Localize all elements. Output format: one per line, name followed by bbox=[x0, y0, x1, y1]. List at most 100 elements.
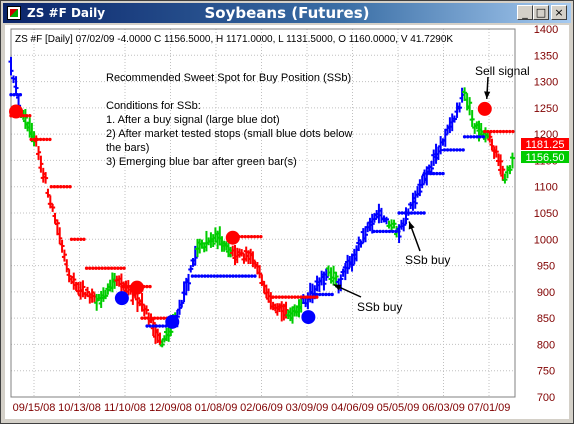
buy-stop-dot bbox=[317, 292, 322, 297]
sell-stop-dot bbox=[49, 185, 54, 189]
buy-stop-dot bbox=[253, 274, 257, 278]
sell-stop-dot bbox=[122, 266, 126, 270]
sell-stop-dot bbox=[123, 284, 127, 289]
price-bar bbox=[349, 253, 355, 272]
price-bar bbox=[38, 155, 44, 173]
buy-stop-dot bbox=[448, 148, 453, 152]
price-bar bbox=[186, 273, 192, 291]
buy-stop-dot bbox=[324, 292, 328, 297]
x-tick-label: 02/06/09 bbox=[240, 402, 283, 414]
annotation-line: 3) Emerging blue bar after green bar(s) bbox=[106, 156, 297, 168]
buy-stop-dot bbox=[394, 229, 398, 234]
buy-stop-dot bbox=[231, 274, 235, 278]
close-button[interactable]: × bbox=[551, 5, 567, 20]
sell-stop-dot bbox=[79, 237, 83, 241]
price-bar bbox=[159, 339, 165, 348]
sell-stop-dot bbox=[91, 266, 95, 270]
price-bar bbox=[500, 165, 506, 181]
annotation-line: 2) After market tested stops (small blue… bbox=[106, 128, 352, 140]
sell-stop-dot bbox=[511, 129, 515, 134]
sell-stop-dot bbox=[140, 316, 144, 320]
sell-signal-dot bbox=[9, 104, 24, 119]
sell-stop-dot bbox=[489, 129, 493, 134]
y-tick-label: 700 bbox=[537, 392, 555, 404]
sell-stop-dot bbox=[283, 295, 288, 299]
buy-stop-dot bbox=[145, 324, 149, 328]
plot-area[interactable]: 7007508008509009501000105011001150120012… bbox=[5, 25, 569, 419]
price-bar bbox=[13, 76, 19, 95]
annotation-line: the bars) bbox=[106, 142, 149, 154]
sell-stop-dot bbox=[24, 114, 29, 118]
chart-header-info: ZS #F [Daily] 07/02/09 -4.0000 C 1156.50… bbox=[15, 34, 453, 45]
buy-stop-dot bbox=[403, 211, 408, 215]
x-tick-label: 03/09/09 bbox=[286, 402, 329, 414]
buy-stop-dot bbox=[327, 292, 331, 297]
price-bar bbox=[498, 154, 504, 175]
sell-stop-dot bbox=[508, 129, 512, 134]
price-bar bbox=[59, 239, 65, 253]
plot-frame bbox=[10, 28, 516, 398]
buy-stop-dot bbox=[381, 229, 385, 234]
sell-stop-dot bbox=[290, 295, 294, 299]
price-bar bbox=[50, 203, 56, 212]
sell-stop-dot bbox=[152, 316, 157, 320]
buy-stop-dot bbox=[228, 274, 232, 278]
buy-stop-dot bbox=[461, 148, 465, 152]
sell-stop-dot bbox=[143, 316, 147, 320]
y-tick-label: 750 bbox=[537, 366, 555, 378]
price-bar bbox=[438, 136, 444, 155]
price-bar bbox=[257, 265, 263, 279]
title-bar[interactable]: ZS #F Daily Soybeans (Futures) _ □ × bbox=[3, 3, 571, 23]
sell-stop-dot bbox=[88, 266, 92, 270]
price-bar bbox=[358, 240, 364, 248]
buy-stop-dot bbox=[12, 93, 16, 97]
sell-stop-dot bbox=[305, 295, 310, 299]
price-tag-label: 1181.25 bbox=[526, 139, 565, 151]
buy-stop-dot bbox=[209, 274, 213, 278]
window-title: ZS #F Daily bbox=[27, 6, 106, 20]
buy-stop-dot bbox=[419, 211, 423, 215]
annotation-line: 1. After a buy signal (large blue dot) bbox=[106, 114, 280, 126]
buy-stop-dot bbox=[384, 229, 389, 234]
price-bar bbox=[369, 213, 375, 234]
buy-stop-dot bbox=[400, 211, 404, 215]
buy-stop-dot bbox=[148, 324, 152, 328]
price-bar bbox=[54, 219, 60, 236]
buy-stop-dot bbox=[18, 93, 23, 97]
sell-stop-dot bbox=[55, 185, 60, 189]
sell-stop-dot bbox=[45, 137, 49, 142]
price-bar bbox=[502, 173, 508, 184]
buy-stop-dot bbox=[157, 324, 162, 328]
price-bar bbox=[457, 102, 463, 113]
price-chart[interactable]: 7007508008509009501000105011001150120012… bbox=[5, 25, 569, 419]
price-bar bbox=[61, 249, 67, 262]
sell-stop-dot bbox=[68, 185, 72, 189]
buy-stop-dot-group bbox=[9, 93, 486, 328]
buy-stop-dot bbox=[378, 229, 382, 234]
callout-arrow bbox=[408, 221, 421, 252]
buy-stop-dot bbox=[452, 148, 456, 152]
y-tick-label: 1250 bbox=[534, 103, 558, 115]
buy-stop-dot bbox=[462, 135, 467, 139]
maximize-button[interactable]: □ bbox=[533, 5, 549, 20]
buy-signal-dot bbox=[301, 310, 316, 325]
callout-label: SSb buy bbox=[357, 300, 402, 314]
sell-stop-dot-group bbox=[9, 114, 515, 320]
sell-stop-dot bbox=[501, 129, 506, 134]
sell-stop-dot bbox=[82, 237, 86, 241]
price-bar bbox=[419, 175, 425, 189]
buy-stop-dot bbox=[321, 292, 325, 297]
price-bar bbox=[323, 268, 329, 281]
buy-stop-dot bbox=[237, 274, 242, 278]
price-bar bbox=[144, 305, 150, 315]
buy-stop-dot bbox=[416, 211, 420, 215]
minimize-button[interactable]: _ bbox=[517, 5, 533, 20]
price-bar bbox=[57, 227, 63, 245]
x-tick-label: 07/01/09 bbox=[468, 402, 511, 414]
buy-stop-dot bbox=[428, 171, 433, 176]
sell-stop-dot bbox=[277, 295, 282, 299]
sell-stop-dot bbox=[243, 234, 247, 239]
sell-stop-dot bbox=[155, 316, 160, 320]
y-tick-label: 1350 bbox=[534, 50, 558, 62]
